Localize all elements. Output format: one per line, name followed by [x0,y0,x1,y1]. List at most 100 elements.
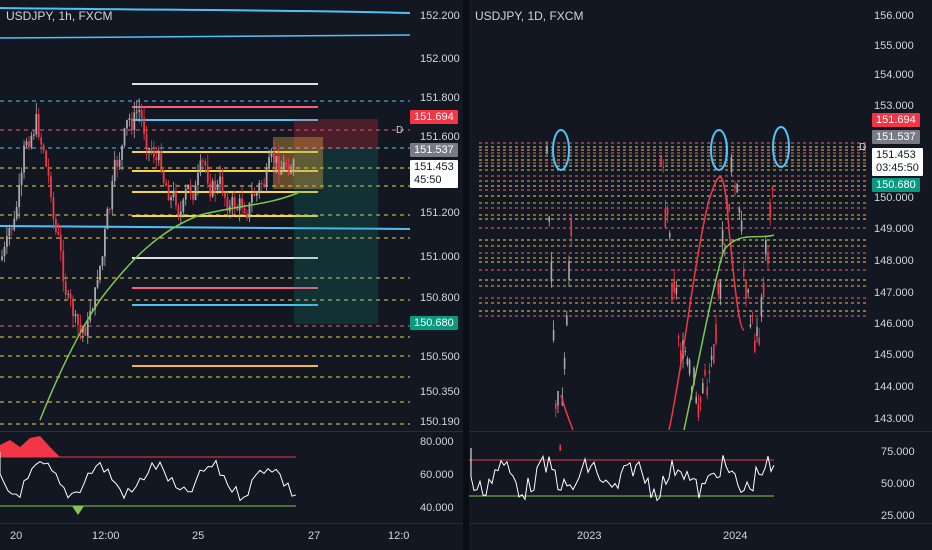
price-tick: 147.000 [874,287,914,299]
candle-body [268,157,270,169]
candle-body [287,165,290,175]
price-tag-red: 151.694 [410,110,458,124]
candle-body [187,184,190,190]
candle-body [8,228,11,237]
price-tag-red: 151.694 [872,113,920,127]
candle-body [135,111,138,113]
candle-body [86,320,89,336]
candle-body [99,265,101,281]
candle-body [760,297,763,317]
candle-body [10,228,13,230]
price-tick: 150.000 [874,192,914,204]
candle-body [548,216,550,222]
candle-body [77,314,79,326]
candle-body [555,403,557,409]
candle-body [216,183,219,191]
bar-countdown: 45:50 [414,174,442,186]
candle-body [64,281,67,295]
pane-divider[interactable] [463,0,469,550]
pane-separator[interactable] [469,431,932,432]
candle-body [292,159,295,173]
candle-body [128,118,131,120]
price-tick: 149.000 [874,223,914,235]
price-tick: 143.000 [874,413,914,425]
candle-body [20,172,23,185]
candle-body [226,197,229,212]
candle-body [150,148,153,151]
current-price-tag: 151.453 03:45:50 [872,148,923,176]
price-tick: 152.200 [420,10,460,22]
current-price-tag: 151.453 45:50 [410,160,458,188]
candle-body [25,141,28,146]
price-tick: 151.800 [420,92,460,104]
candle-body [23,145,25,173]
candle-body [126,119,128,129]
candle-body [258,182,261,193]
price-tick: 151.200 [420,207,460,219]
candle-body [715,324,717,344]
candle-body [116,159,119,167]
candle-body [219,176,221,184]
candle-body [673,278,675,292]
hourly-chart-canvas[interactable] [0,0,463,550]
osc-tick: 40.000 [420,502,454,514]
candle-body [18,184,21,207]
hourly-chart-pane[interactable]: USDJPY, 1h, FXCM 152.200 152.000 151.800… [0,0,463,550]
time-tick: 25 [192,530,205,542]
time-tick: 12:00 [92,530,120,542]
candle-body [6,236,8,247]
candle-body [121,145,123,160]
candle-body [130,118,133,131]
candle-body [194,185,197,200]
candle-body [57,231,60,235]
candle-body [697,403,700,418]
candle-body [197,172,199,186]
candle-body [108,208,111,210]
candle-body [708,370,711,374]
candle-body [184,189,187,200]
line-marker: D [396,125,404,136]
pane-separator[interactable] [0,431,463,432]
candle-body [557,390,559,406]
candle-body [265,168,268,188]
candle-body [251,193,253,203]
candle-body [270,151,273,158]
candle-body [713,344,715,364]
candle-body [113,159,116,182]
candle-body [282,162,285,172]
price-tag-gray: 151.537 [410,143,458,157]
candle-body [96,280,99,288]
candle-body [751,315,754,317]
time-tick: 2023 [577,530,602,542]
candle-body [552,329,555,341]
candle-body [202,160,204,162]
candle-body [238,198,241,211]
candle-body [747,289,749,293]
candle-body [81,327,84,333]
osc-tick: 25.000 [881,510,915,522]
highlight-zone [273,137,323,189]
candle-body [145,133,148,150]
candle-body [50,175,52,198]
price-tick: 151.600 [420,131,460,143]
candle-body [749,324,752,328]
candle-body [736,183,738,193]
candle-body [140,109,143,119]
candle-body [688,359,691,374]
top-highlight-circle [772,126,790,168]
daily-chart-canvas[interactable] [469,0,932,550]
candle-body [162,171,165,183]
candle-body [170,197,172,201]
daily-chart-pane[interactable]: USDJPY, 1D, FXCM 156.000 155.000 154.000… [469,0,932,550]
candle-body [45,150,47,167]
price-tick: 148.000 [874,255,914,267]
candle-body [660,156,662,165]
candle-body [67,293,70,295]
current-price-value: 151.453 [876,149,916,161]
osc-tick: 80.000 [420,436,454,448]
candle-body [72,298,74,317]
time-tick: 2024 [723,530,748,542]
candle-body [79,325,82,333]
candle-body [214,180,217,191]
trend-line [0,34,411,39]
